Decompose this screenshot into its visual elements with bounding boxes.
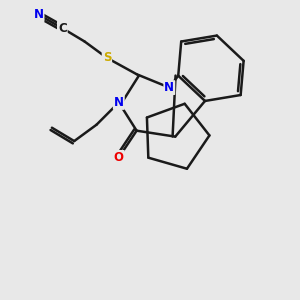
Text: N: N [34, 8, 44, 21]
Text: N: N [164, 81, 174, 94]
Text: O: O [114, 151, 124, 164]
Text: N: N [114, 96, 124, 109]
Text: C: C [58, 22, 67, 34]
Text: S: S [103, 51, 111, 64]
